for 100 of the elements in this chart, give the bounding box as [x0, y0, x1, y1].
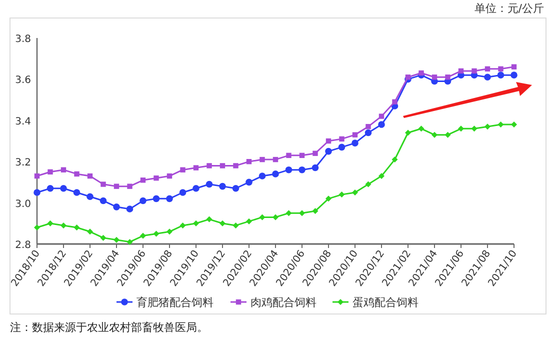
point: [114, 184, 120, 189]
point: [34, 189, 40, 196]
point: [326, 196, 332, 202]
point: [352, 190, 358, 196]
point: [364, 129, 372, 136]
point: [272, 170, 279, 178]
point: [365, 181, 372, 188]
point: [193, 220, 199, 226]
point: [432, 132, 438, 138]
point: [60, 222, 66, 228]
point: [272, 156, 278, 162]
point: [312, 150, 318, 156]
point: [74, 224, 80, 231]
point: [498, 66, 504, 72]
point: [352, 140, 358, 146]
point: [246, 159, 252, 164]
point: [140, 232, 146, 239]
y-tick-label: 3.8: [15, 34, 31, 45]
y-tick-label: 3.0: [15, 198, 31, 210]
point: [166, 173, 172, 179]
y-tick-label: 3.6: [15, 75, 31, 86]
point: [140, 178, 146, 183]
point: [378, 173, 384, 180]
point: [246, 178, 252, 186]
point: [285, 166, 292, 174]
text: 注：数据来源于农业农村部畜牧兽医局。: [10, 321, 208, 334]
point: [272, 214, 278, 220]
y-tick-label: 3.2: [15, 158, 31, 169]
point: [498, 122, 504, 128]
point: [47, 220, 54, 226]
point: [74, 171, 80, 177]
point: [60, 167, 66, 172]
point: [366, 124, 371, 130]
point: [206, 216, 212, 222]
legend-label: 蛋鸡配合饲料: [352, 296, 418, 309]
point: [325, 148, 332, 155]
point: [34, 224, 40, 231]
point: [484, 124, 490, 130]
point: [114, 236, 120, 243]
point: [166, 195, 173, 202]
point: [352, 132, 358, 138]
point: [418, 126, 424, 132]
y-tick-label: 2.8: [15, 240, 31, 251]
point: [299, 210, 305, 216]
point: [472, 68, 477, 74]
point: [511, 64, 517, 70]
point: [206, 163, 212, 168]
point: [206, 180, 213, 188]
point: [418, 70, 424, 76]
point: [246, 218, 252, 224]
point: [179, 189, 186, 196]
point: [87, 173, 93, 179]
point: [312, 164, 319, 172]
point: [298, 166, 306, 174]
point: [299, 152, 305, 158]
point: [113, 204, 120, 210]
point: [166, 228, 172, 235]
point: [338, 192, 345, 198]
point: [326, 138, 332, 144]
point: [154, 175, 159, 181]
point: [458, 68, 464, 74]
point: [220, 220, 226, 226]
point: [511, 122, 517, 128]
point: [233, 163, 238, 168]
point: [471, 126, 478, 132]
point: [126, 238, 133, 245]
y-axis-title: 单位：元/公斤: [474, 2, 544, 15]
point: [405, 74, 411, 80]
point: [220, 163, 226, 168]
point: [100, 182, 106, 187]
point: [34, 173, 40, 179]
point: [392, 156, 398, 163]
point: [46, 184, 54, 192]
point: [497, 72, 504, 78]
point: [286, 210, 292, 216]
point: [152, 195, 160, 202]
point: [286, 152, 292, 158]
point: [180, 167, 186, 172]
point: [232, 184, 240, 192]
point: [126, 206, 134, 212]
point: [232, 222, 239, 228]
point: [445, 74, 450, 80]
point: [48, 169, 53, 174]
legend-label: 肉鸡配合饲料: [250, 296, 316, 309]
point: [193, 165, 199, 170]
point: [378, 114, 384, 119]
point: [180, 222, 186, 228]
point: [338, 144, 346, 151]
point: [432, 74, 438, 80]
point: [73, 189, 80, 196]
point: [127, 184, 132, 189]
point: [484, 66, 490, 72]
point: [219, 182, 226, 190]
point: [405, 130, 411, 136]
y-tick-label: 3.4: [15, 116, 31, 128]
point: [510, 72, 518, 78]
point: [100, 234, 106, 241]
point: [458, 126, 464, 132]
point: [87, 228, 93, 235]
point: [484, 74, 491, 81]
